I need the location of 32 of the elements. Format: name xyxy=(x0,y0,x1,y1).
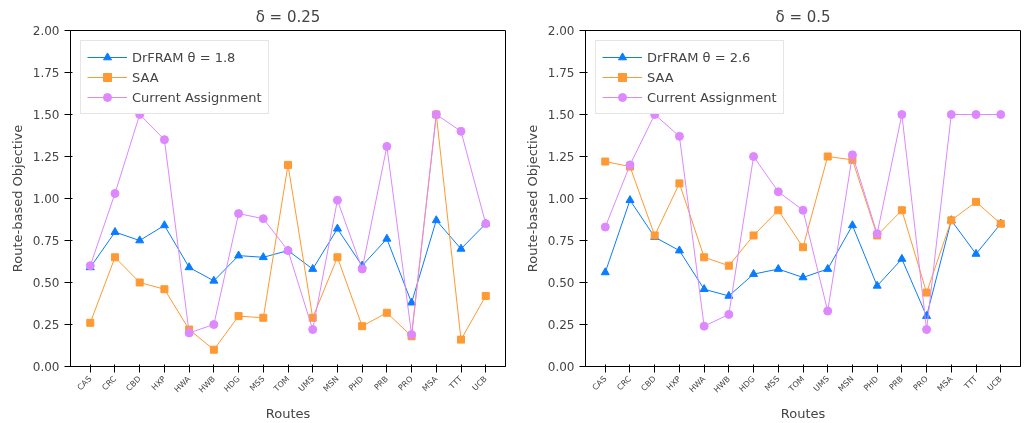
y-axis-title: Route-based Objective xyxy=(9,124,25,273)
legend-label: DrFRAM θ = 2.6 xyxy=(647,49,751,65)
y-tick-label: 0.25 xyxy=(547,318,575,332)
x-axis-title: Routes xyxy=(780,405,826,421)
y-tick-label: 0.75 xyxy=(32,234,60,248)
y-tick-label: 1.00 xyxy=(547,192,575,206)
legend-label: Current Assignment xyxy=(132,89,262,105)
x-tick-label: TTT xyxy=(961,374,980,392)
y-axis-title: Route-based Objective xyxy=(524,124,540,273)
y-tick-label: 1.50 xyxy=(32,108,60,122)
y-tick-label: 1.25 xyxy=(32,150,60,164)
y-tick-label: 2.00 xyxy=(547,24,575,38)
x-axis-title: Routes xyxy=(265,405,311,421)
y-tick-label: 1.25 xyxy=(547,150,575,164)
y-tick-label: 0.00 xyxy=(547,360,575,374)
y-tick-label: 0.00 xyxy=(32,360,60,374)
legend-label: Current Assignment xyxy=(647,89,777,105)
y-tick-label: 1.00 xyxy=(32,192,60,206)
legend-label: SAA xyxy=(647,69,674,85)
y-tick-label: 0.25 xyxy=(32,318,60,332)
y-tick-label: 1.50 xyxy=(547,108,575,122)
x-tick-label: TTT xyxy=(446,374,465,392)
y-tick-label: 0.50 xyxy=(32,276,60,290)
y-tick-label: 2.00 xyxy=(32,24,60,38)
chart-title: δ = 0.25 xyxy=(255,7,321,26)
y-tick-label: 1.75 xyxy=(32,66,60,80)
y-tick-label: 0.75 xyxy=(547,234,575,248)
y-tick-label: 1.75 xyxy=(547,66,575,80)
chart-title: δ = 0.5 xyxy=(775,7,831,26)
legend-label: DrFRAM θ = 1.8 xyxy=(132,49,236,65)
legend-label: SAA xyxy=(132,69,159,85)
y-tick-label: 0.50 xyxy=(547,276,575,290)
